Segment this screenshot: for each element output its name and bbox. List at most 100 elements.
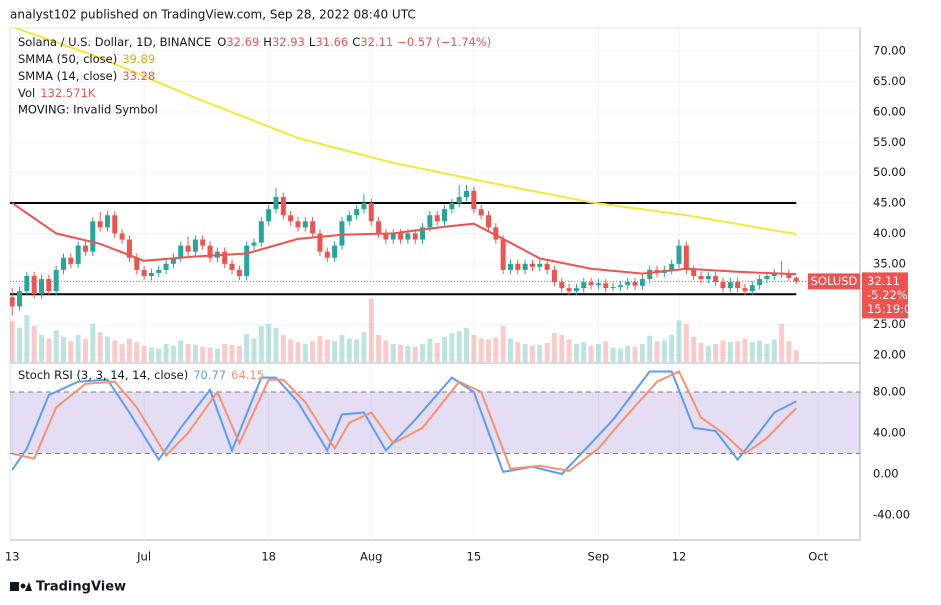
volume-bar: [720, 340, 726, 362]
price-badge-countdown: 15:19:02: [867, 302, 919, 316]
candle-body: [229, 263, 235, 270]
candle-body: [559, 282, 565, 289]
volume-bar: [493, 337, 499, 362]
volume-bar: [551, 333, 557, 362]
volume-bar: [449, 333, 455, 362]
candle-body: [522, 263, 528, 270]
y-tick-label: 50.00: [873, 165, 906, 179]
candle-body: [485, 215, 491, 228]
candle-body: [639, 279, 645, 286]
candle-body: [464, 190, 470, 197]
volume-bar: [595, 343, 601, 362]
legend-value: 70.77: [193, 368, 226, 382]
y-tick-label: 40.00: [873, 425, 906, 439]
candle-body: [544, 263, 550, 270]
legend-value: 39.89: [122, 52, 155, 66]
volume-bar: [471, 334, 477, 362]
y-tick-label: 45.00: [873, 196, 906, 210]
y-tick-label: 0.00: [873, 466, 899, 480]
candle-body: [17, 291, 23, 307]
candle-body: [295, 221, 301, 228]
price-pane: [10, 28, 860, 362]
volume-bar: [324, 339, 330, 362]
candle-body: [442, 209, 448, 222]
volume-bar: [779, 324, 785, 362]
y-tick-label: 25.00: [873, 317, 906, 331]
candle-body: [141, 269, 147, 276]
brand-logo: [10, 582, 32, 591]
candle-body: [676, 245, 682, 264]
volume-bar: [625, 345, 631, 362]
candle-body: [420, 227, 426, 240]
volume-bar: [112, 340, 118, 362]
candle-body: [46, 279, 52, 292]
legend-item: SMMA (14, close) 33.28: [18, 69, 155, 83]
volume-bar: [288, 339, 294, 362]
legend-value: 132.571K: [40, 86, 96, 100]
volume-bar: [559, 334, 565, 362]
volume-bar: [610, 347, 616, 362]
volume-bar: [141, 345, 147, 362]
volume-bar: [368, 298, 374, 362]
volume-bar: [156, 348, 162, 362]
volume-bar: [661, 340, 667, 362]
volume-bar: [163, 343, 169, 362]
legend-name: SMMA (14, close): [18, 69, 117, 83]
volume-bar: [793, 350, 799, 362]
x-tick-label: Sep: [588, 550, 610, 564]
candle-body: [742, 288, 748, 292]
volume-bar: [522, 343, 528, 362]
candle-body: [332, 245, 338, 258]
volume-bar: [434, 343, 440, 362]
candle-body: [119, 233, 125, 240]
candle-body: [683, 245, 689, 270]
candle-body: [288, 215, 294, 222]
volume-bar: [24, 315, 30, 362]
price-badge: [862, 272, 908, 319]
candle-body: [104, 215, 110, 228]
volume-bar: [713, 343, 719, 362]
volume-bar: [705, 345, 711, 362]
volume-bar: [749, 342, 755, 362]
ohlc-label: O: [217, 35, 226, 49]
candle-body: [200, 239, 206, 246]
legend-name: Vol: [18, 86, 35, 100]
candle-body: [222, 251, 228, 264]
legend-title: Stoch RSI (3, 3, 14, 14, close) 70.77 64.1…: [18, 368, 264, 382]
volume-bar: [229, 344, 235, 362]
price-badge-change: -5.22%: [867, 288, 908, 302]
y-tick-label: 20.00: [873, 348, 906, 362]
candle-body: [456, 196, 462, 204]
candle-body: [551, 269, 557, 283]
candle-body: [449, 203, 455, 210]
volume-bar: [500, 325, 506, 362]
volume-bar: [10, 321, 15, 362]
candle-body: [258, 221, 264, 243]
volume-bar: [698, 343, 704, 362]
candle-body: [170, 257, 176, 264]
ohlc-value: 31.66: [315, 35, 348, 49]
volume-bar: [427, 338, 433, 362]
candle-body: [603, 283, 609, 289]
candle-body: [705, 275, 711, 280]
volume-bar: [742, 338, 748, 362]
ohlc-label: C: [352, 35, 360, 49]
volume-bar: [786, 341, 792, 362]
candle-body: [398, 233, 404, 240]
volume-bar: [515, 342, 521, 362]
volume-bar: [104, 336, 110, 362]
candle-body: [573, 288, 579, 292]
change-value: −0.57 (−1.74%): [397, 35, 491, 49]
candle-body: [148, 272, 154, 276]
volume-bar: [39, 334, 45, 362]
volume-bar: [507, 338, 513, 362]
candle-body: [97, 221, 103, 228]
band: [10, 391, 860, 454]
volume-bar: [529, 345, 535, 362]
symbol-label: SOLUSD: [811, 274, 858, 288]
volume-bar: [90, 324, 96, 362]
candle-body: [771, 272, 777, 276]
volume-bar: [485, 339, 491, 362]
candle-body: [244, 245, 250, 276]
volume-bar: [757, 340, 763, 362]
